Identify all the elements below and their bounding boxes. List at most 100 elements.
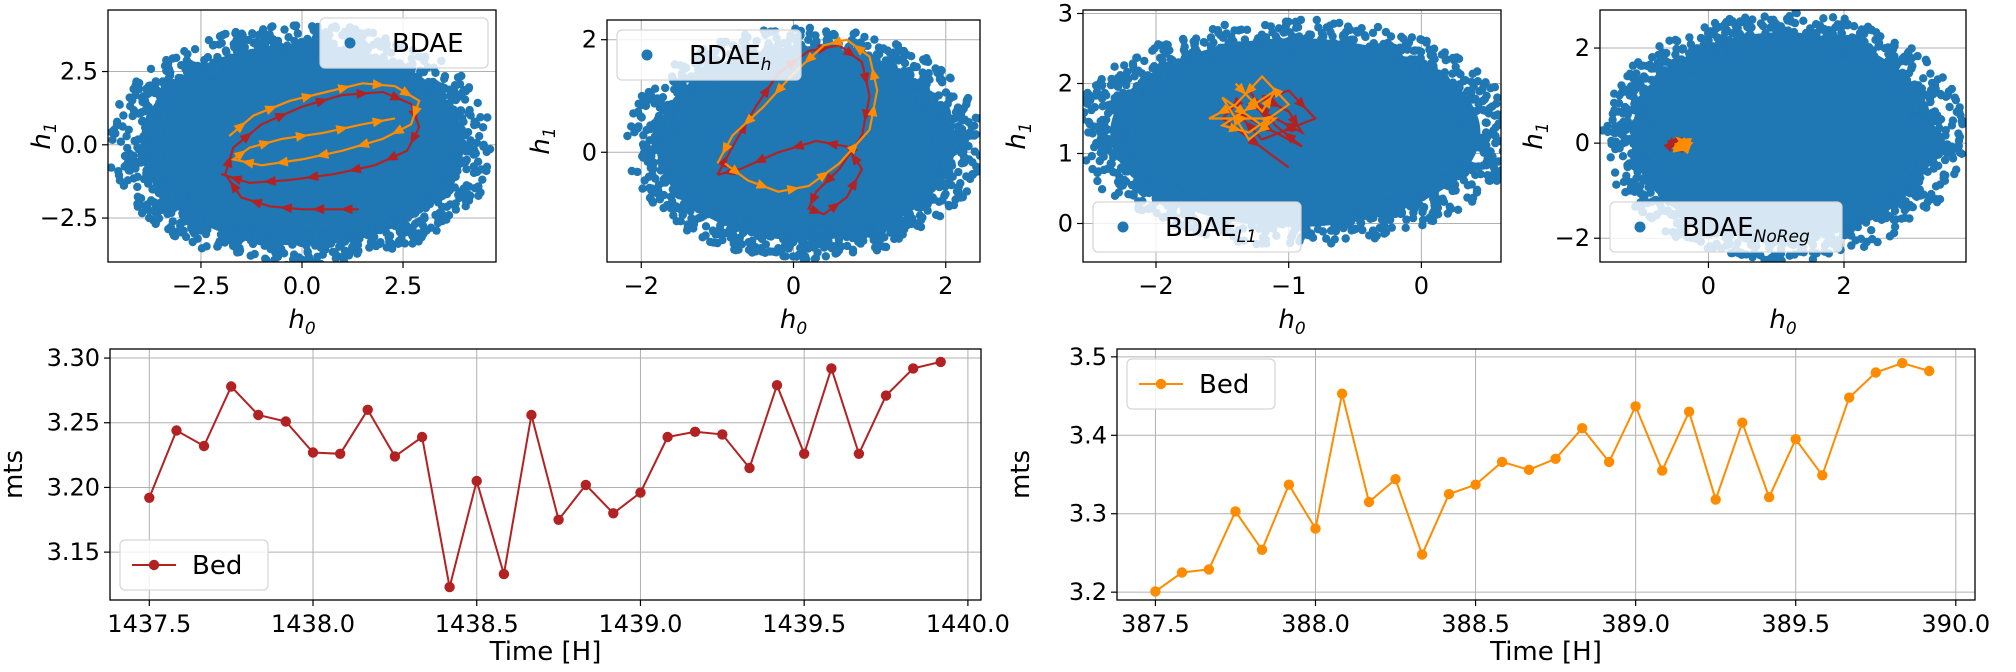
scatter-point xyxy=(460,95,470,104)
trajectory-b-arrow xyxy=(275,156,289,167)
scatter-point xyxy=(375,239,384,249)
scatter-point xyxy=(1279,28,1289,37)
scatter-point xyxy=(294,253,303,262)
scatter-point xyxy=(1325,211,1334,220)
y-tick-label: 2 xyxy=(1058,70,1073,98)
scatter-point xyxy=(451,205,461,214)
x-tick-label: 0.0 xyxy=(283,272,321,300)
scatter-point xyxy=(284,33,293,42)
scatter-point xyxy=(1504,158,1512,166)
scatter-point xyxy=(729,215,738,224)
scatter-point xyxy=(957,148,966,157)
scatter-point xyxy=(469,168,479,178)
scatter-point xyxy=(683,220,692,229)
scatter-point xyxy=(1469,121,1478,130)
scatter-point xyxy=(1425,187,1434,196)
scatter-point xyxy=(161,103,171,113)
scatter-point xyxy=(431,189,440,198)
scatter-point xyxy=(268,35,278,44)
scatter-point xyxy=(1401,223,1410,232)
scatter-point xyxy=(1397,208,1407,217)
scatter-point xyxy=(1342,47,1352,57)
trajectory-a-arrow xyxy=(356,89,369,99)
scatter-point xyxy=(178,203,187,213)
scatter-point xyxy=(634,122,643,131)
scatter-point xyxy=(404,199,413,209)
scatter-point xyxy=(271,228,280,237)
scatter-point xyxy=(1476,170,1486,179)
scatter-point xyxy=(935,174,944,184)
scatter-point xyxy=(1129,191,1138,200)
scatter-point xyxy=(1380,48,1389,58)
scatter-point xyxy=(941,88,951,97)
scatter-point xyxy=(1459,101,1468,110)
scatter-point xyxy=(1443,209,1453,218)
scatter-point xyxy=(479,140,488,149)
trajectory-b-arrow xyxy=(1244,82,1257,95)
scatter-point xyxy=(669,136,679,146)
scatter-point xyxy=(900,59,910,68)
scatter-point xyxy=(410,219,420,229)
scatter-point xyxy=(859,236,868,245)
x-axis-label: h0 xyxy=(780,305,807,339)
scatter-point xyxy=(1180,42,1189,51)
scatter-point xyxy=(431,68,440,78)
scatter-point xyxy=(151,199,161,208)
scatter-point xyxy=(1118,100,1128,109)
scatter-point xyxy=(263,237,272,246)
scatter-point xyxy=(820,53,829,63)
scatter-point xyxy=(422,185,432,194)
x-tick-label: 2 xyxy=(1836,272,1851,300)
scatter-point xyxy=(639,143,649,152)
scatter-point xyxy=(1481,78,1490,87)
scatter-point xyxy=(942,167,951,177)
scatter-point xyxy=(673,116,682,126)
scatter-point xyxy=(1438,177,1447,186)
scatter-point xyxy=(1482,141,1491,150)
trajectory-a-arrow xyxy=(1244,121,1257,134)
scatter-point xyxy=(252,41,262,50)
scatter-point xyxy=(1294,44,1304,54)
scatter-point xyxy=(149,130,158,139)
scatter-point xyxy=(262,255,271,262)
scatter-point xyxy=(1087,105,1096,115)
scatter-point xyxy=(1393,62,1402,72)
scatter-point xyxy=(968,130,977,140)
scatter-point xyxy=(686,207,695,216)
scatter-point xyxy=(650,84,660,93)
scatter-point xyxy=(474,191,483,200)
scatter-point xyxy=(1484,176,1494,185)
scatter-point xyxy=(1459,76,1468,86)
x-tick-label: −1 xyxy=(1271,272,1306,300)
scatter-point xyxy=(1453,116,1462,125)
trajectory-a-arrow xyxy=(823,172,836,185)
scatter-point xyxy=(734,245,743,254)
legend-marker xyxy=(1117,221,1129,233)
scatter-point xyxy=(716,221,725,230)
scatter-point xyxy=(664,113,673,123)
scatter-point xyxy=(1449,178,1458,187)
scatter-point xyxy=(1361,32,1370,42)
trajectory-b-arrow xyxy=(1247,96,1260,109)
scatter-point xyxy=(831,225,840,234)
scatter-point xyxy=(933,135,942,145)
scatter-point xyxy=(879,242,888,251)
scatter-point xyxy=(150,185,159,194)
scatter-point xyxy=(1434,69,1443,78)
scatter-point xyxy=(919,74,928,84)
x-tick-label: −2 xyxy=(624,272,659,300)
trajectory-a-arrow xyxy=(263,176,276,186)
scatter-point xyxy=(170,203,179,212)
scatter-point xyxy=(726,233,735,242)
scatter-point xyxy=(477,165,486,174)
scatter-point xyxy=(1386,198,1395,207)
trajectory-a-arrow xyxy=(249,198,263,209)
scatter-point xyxy=(882,214,891,224)
scatter-point xyxy=(638,184,647,193)
scatter-point xyxy=(1425,213,1434,223)
scatter-point xyxy=(188,237,197,247)
scatter-point xyxy=(451,172,460,182)
trajectory-a-arrow xyxy=(809,204,822,214)
scatter-point xyxy=(395,227,405,237)
